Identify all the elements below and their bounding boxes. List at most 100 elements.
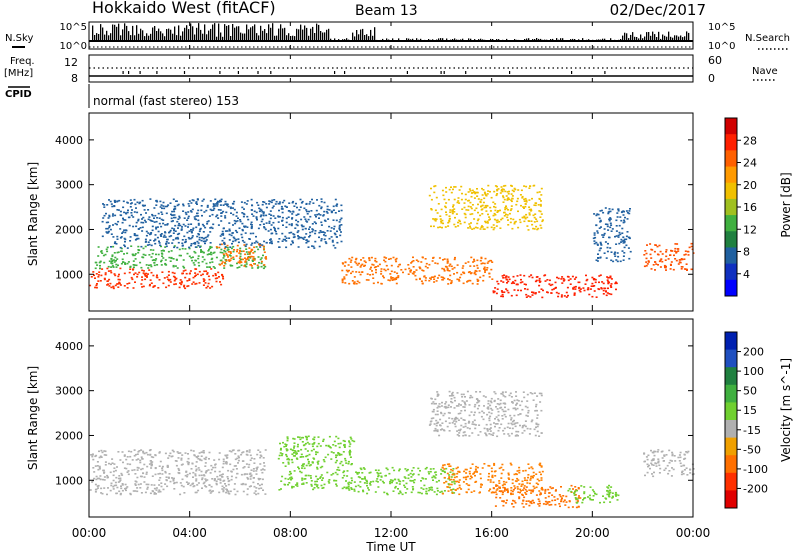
data-cell — [516, 275, 519, 277]
data-cell — [218, 452, 221, 454]
data-cell — [496, 435, 499, 438]
data-cell — [617, 234, 620, 237]
data-cell — [355, 271, 358, 273]
data-cell — [515, 402, 518, 405]
data-cell — [477, 198, 480, 200]
data-cell — [535, 422, 538, 425]
data-cell — [124, 219, 127, 221]
data-cell — [506, 191, 509, 193]
data-cell — [323, 238, 326, 241]
data-cell — [229, 207, 232, 210]
data-cell — [415, 278, 418, 281]
data-cell — [119, 237, 122, 239]
data-cell — [616, 499, 619, 501]
data-cell — [112, 236, 115, 238]
noise-bar — [392, 38, 394, 41]
data-cell — [522, 506, 525, 508]
data-cell — [134, 453, 137, 456]
data-cell — [106, 493, 108, 496]
data-cell — [522, 391, 525, 393]
data-cell — [540, 200, 542, 202]
data-cell — [207, 282, 210, 285]
data-cell — [528, 482, 531, 485]
data-cell — [436, 277, 439, 279]
data-cell — [146, 486, 149, 489]
data-cell — [436, 429, 439, 431]
noise-bar — [420, 38, 422, 41]
noise-bar — [470, 38, 472, 41]
data-cell — [233, 237, 236, 240]
x-tick-label: 08:00 — [273, 526, 308, 540]
data-cell — [224, 203, 227, 205]
data-cell — [497, 210, 500, 212]
data-cell — [428, 487, 431, 489]
data-cell — [488, 417, 491, 420]
data-cell — [651, 249, 654, 251]
data-cell — [126, 202, 129, 204]
data-cell — [680, 266, 683, 268]
data-cell — [684, 268, 687, 270]
data-cell — [138, 202, 141, 205]
data-cell — [659, 467, 662, 470]
data-cell — [406, 488, 409, 490]
data-cell — [192, 471, 195, 474]
data-cell — [502, 410, 505, 413]
data-cell — [325, 444, 328, 447]
data-cell — [108, 462, 110, 465]
data-cell — [363, 468, 366, 470]
data-cell — [420, 492, 423, 495]
data-cell — [432, 417, 435, 419]
data-cell — [665, 265, 667, 268]
data-cell — [520, 189, 523, 192]
data-cell — [467, 488, 470, 491]
data-cell — [492, 481, 495, 484]
data-cell — [487, 479, 490, 481]
data-cell — [182, 203, 185, 206]
data-cell — [242, 451, 245, 453]
data-cell — [483, 463, 486, 465]
noise-bar — [488, 40, 490, 41]
data-cell — [463, 202, 466, 204]
noise-bar — [630, 34, 632, 41]
data-cell — [529, 477, 532, 480]
data-cell — [131, 459, 134, 461]
data-cell — [265, 206, 268, 209]
noise-bar — [186, 25, 188, 41]
data-cell — [467, 484, 470, 486]
data-cell — [690, 242, 693, 245]
data-cell — [443, 258, 446, 260]
noise-bar — [496, 39, 498, 41]
data-cell — [135, 225, 138, 228]
data-cell — [108, 285, 111, 287]
data-cell — [470, 476, 473, 479]
data-cell — [156, 264, 159, 266]
noise-bar — [194, 34, 196, 41]
data-cell — [450, 476, 453, 478]
noise-bar — [204, 24, 206, 41]
data-cell — [499, 402, 502, 405]
data-cell — [516, 200, 519, 203]
data-cell — [390, 276, 393, 278]
data-cell — [338, 226, 341, 228]
data-cell — [206, 272, 209, 274]
data-cell — [158, 242, 161, 244]
data-cell — [625, 235, 628, 238]
data-cell — [518, 483, 521, 485]
data-cell — [375, 269, 377, 271]
data-cell — [449, 211, 452, 213]
data-cell — [516, 470, 519, 472]
data-cell — [248, 449, 251, 451]
data-cell — [669, 254, 671, 256]
data-cell — [391, 277, 394, 279]
data-cell — [320, 198, 323, 200]
data-cell — [531, 197, 533, 200]
data-cell — [250, 244, 253, 246]
data-cell — [528, 187, 531, 189]
data-cell — [682, 464, 685, 467]
data-cell — [517, 414, 520, 416]
data-cell — [429, 488, 432, 491]
data-cell — [118, 278, 121, 281]
data-cell — [407, 474, 410, 476]
noise-bar — [574, 39, 576, 41]
data-cell — [180, 228, 183, 230]
